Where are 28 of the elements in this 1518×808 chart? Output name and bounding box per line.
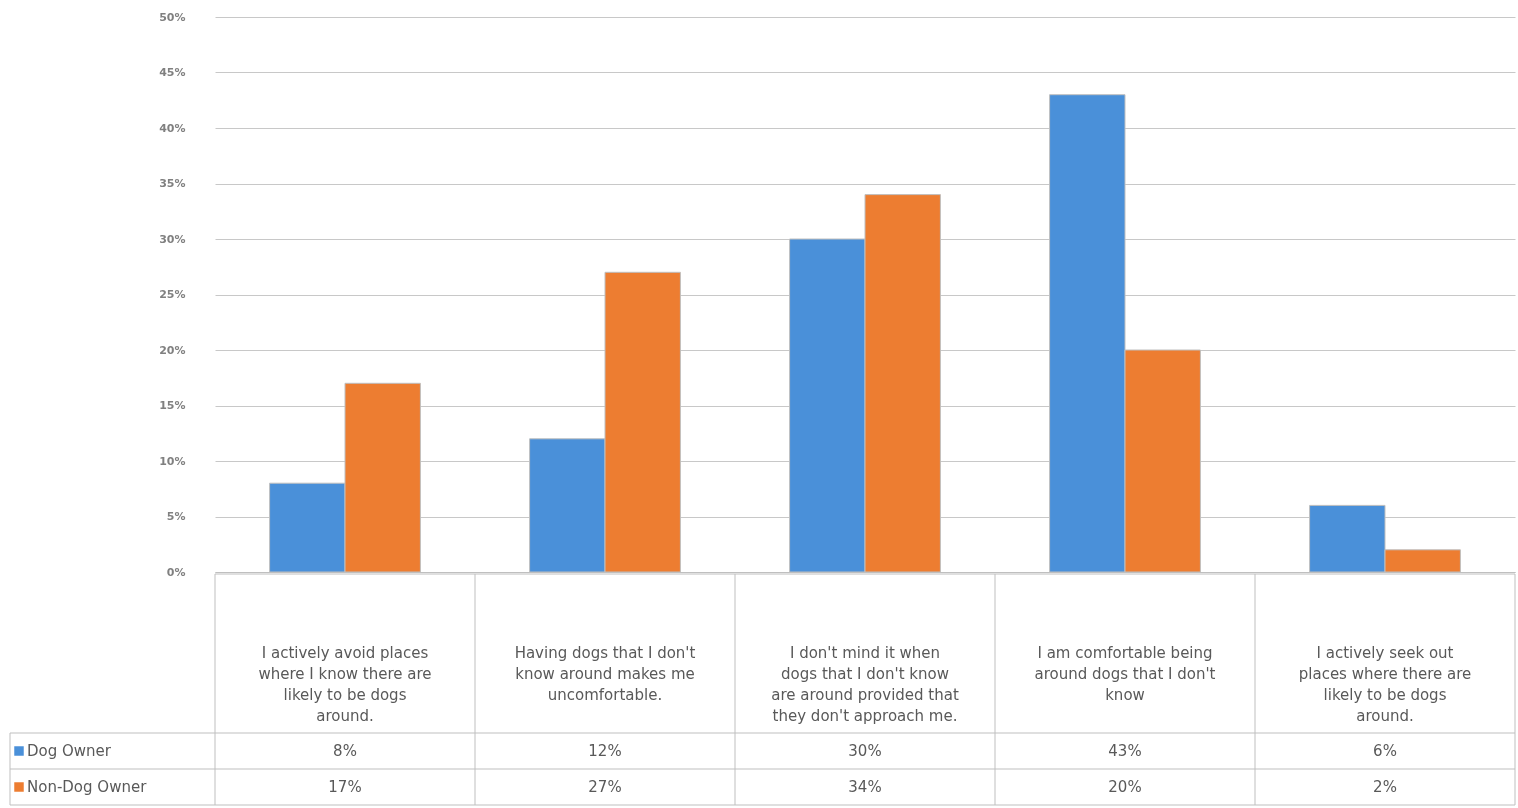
x-tick-label: Having dogs that I don't know around makes me uncomfortable. bbox=[514, 643, 696, 704]
y-tick-label: 15% bbox=[159, 399, 186, 412]
x-tick-label: I actively avoid places where I know there are likely to be dogs around. bbox=[258, 643, 432, 725]
y-tick-label: 5% bbox=[166, 510, 186, 523]
y-tick-label: 0% bbox=[166, 565, 186, 579]
data-label: 17% bbox=[328, 778, 362, 796]
x-tick-label: I don't mind it when dogs that I don't know are around provided that they don't approach me. bbox=[771, 643, 959, 725]
y-tick-label: 50% bbox=[159, 10, 186, 24]
y-tick-label: 30% bbox=[159, 232, 186, 246]
y-tick-label: 10% bbox=[159, 454, 186, 468]
data-label: 2% bbox=[1373, 778, 1397, 796]
data-label: 43% bbox=[1108, 742, 1142, 760]
y-tick-label: 25% bbox=[159, 288, 186, 301]
y-tick-label: 35% bbox=[159, 177, 186, 190]
x-tick-label: I actively seek out places where there are likely to be dogs around. bbox=[1298, 643, 1472, 725]
data-label: 6% bbox=[1373, 742, 1397, 760]
x-tick-label: I am comfortable being around dogs that I don't know bbox=[1034, 643, 1216, 704]
data-label: 12% bbox=[588, 742, 622, 760]
y-tick-label: 40% bbox=[159, 121, 186, 135]
data-label: 27% bbox=[588, 778, 622, 796]
data-label: 30% bbox=[848, 742, 882, 760]
data-label: 8% bbox=[333, 742, 357, 760]
data-label: 20% bbox=[1108, 778, 1142, 796]
legend-label: Dog Owner bbox=[27, 742, 112, 760]
y-tick-label: 45% bbox=[159, 66, 186, 79]
data-label: 34% bbox=[848, 778, 882, 796]
y-tick-label: 20% bbox=[159, 343, 186, 357]
legend-label: Non-Dog Owner bbox=[27, 778, 148, 796]
